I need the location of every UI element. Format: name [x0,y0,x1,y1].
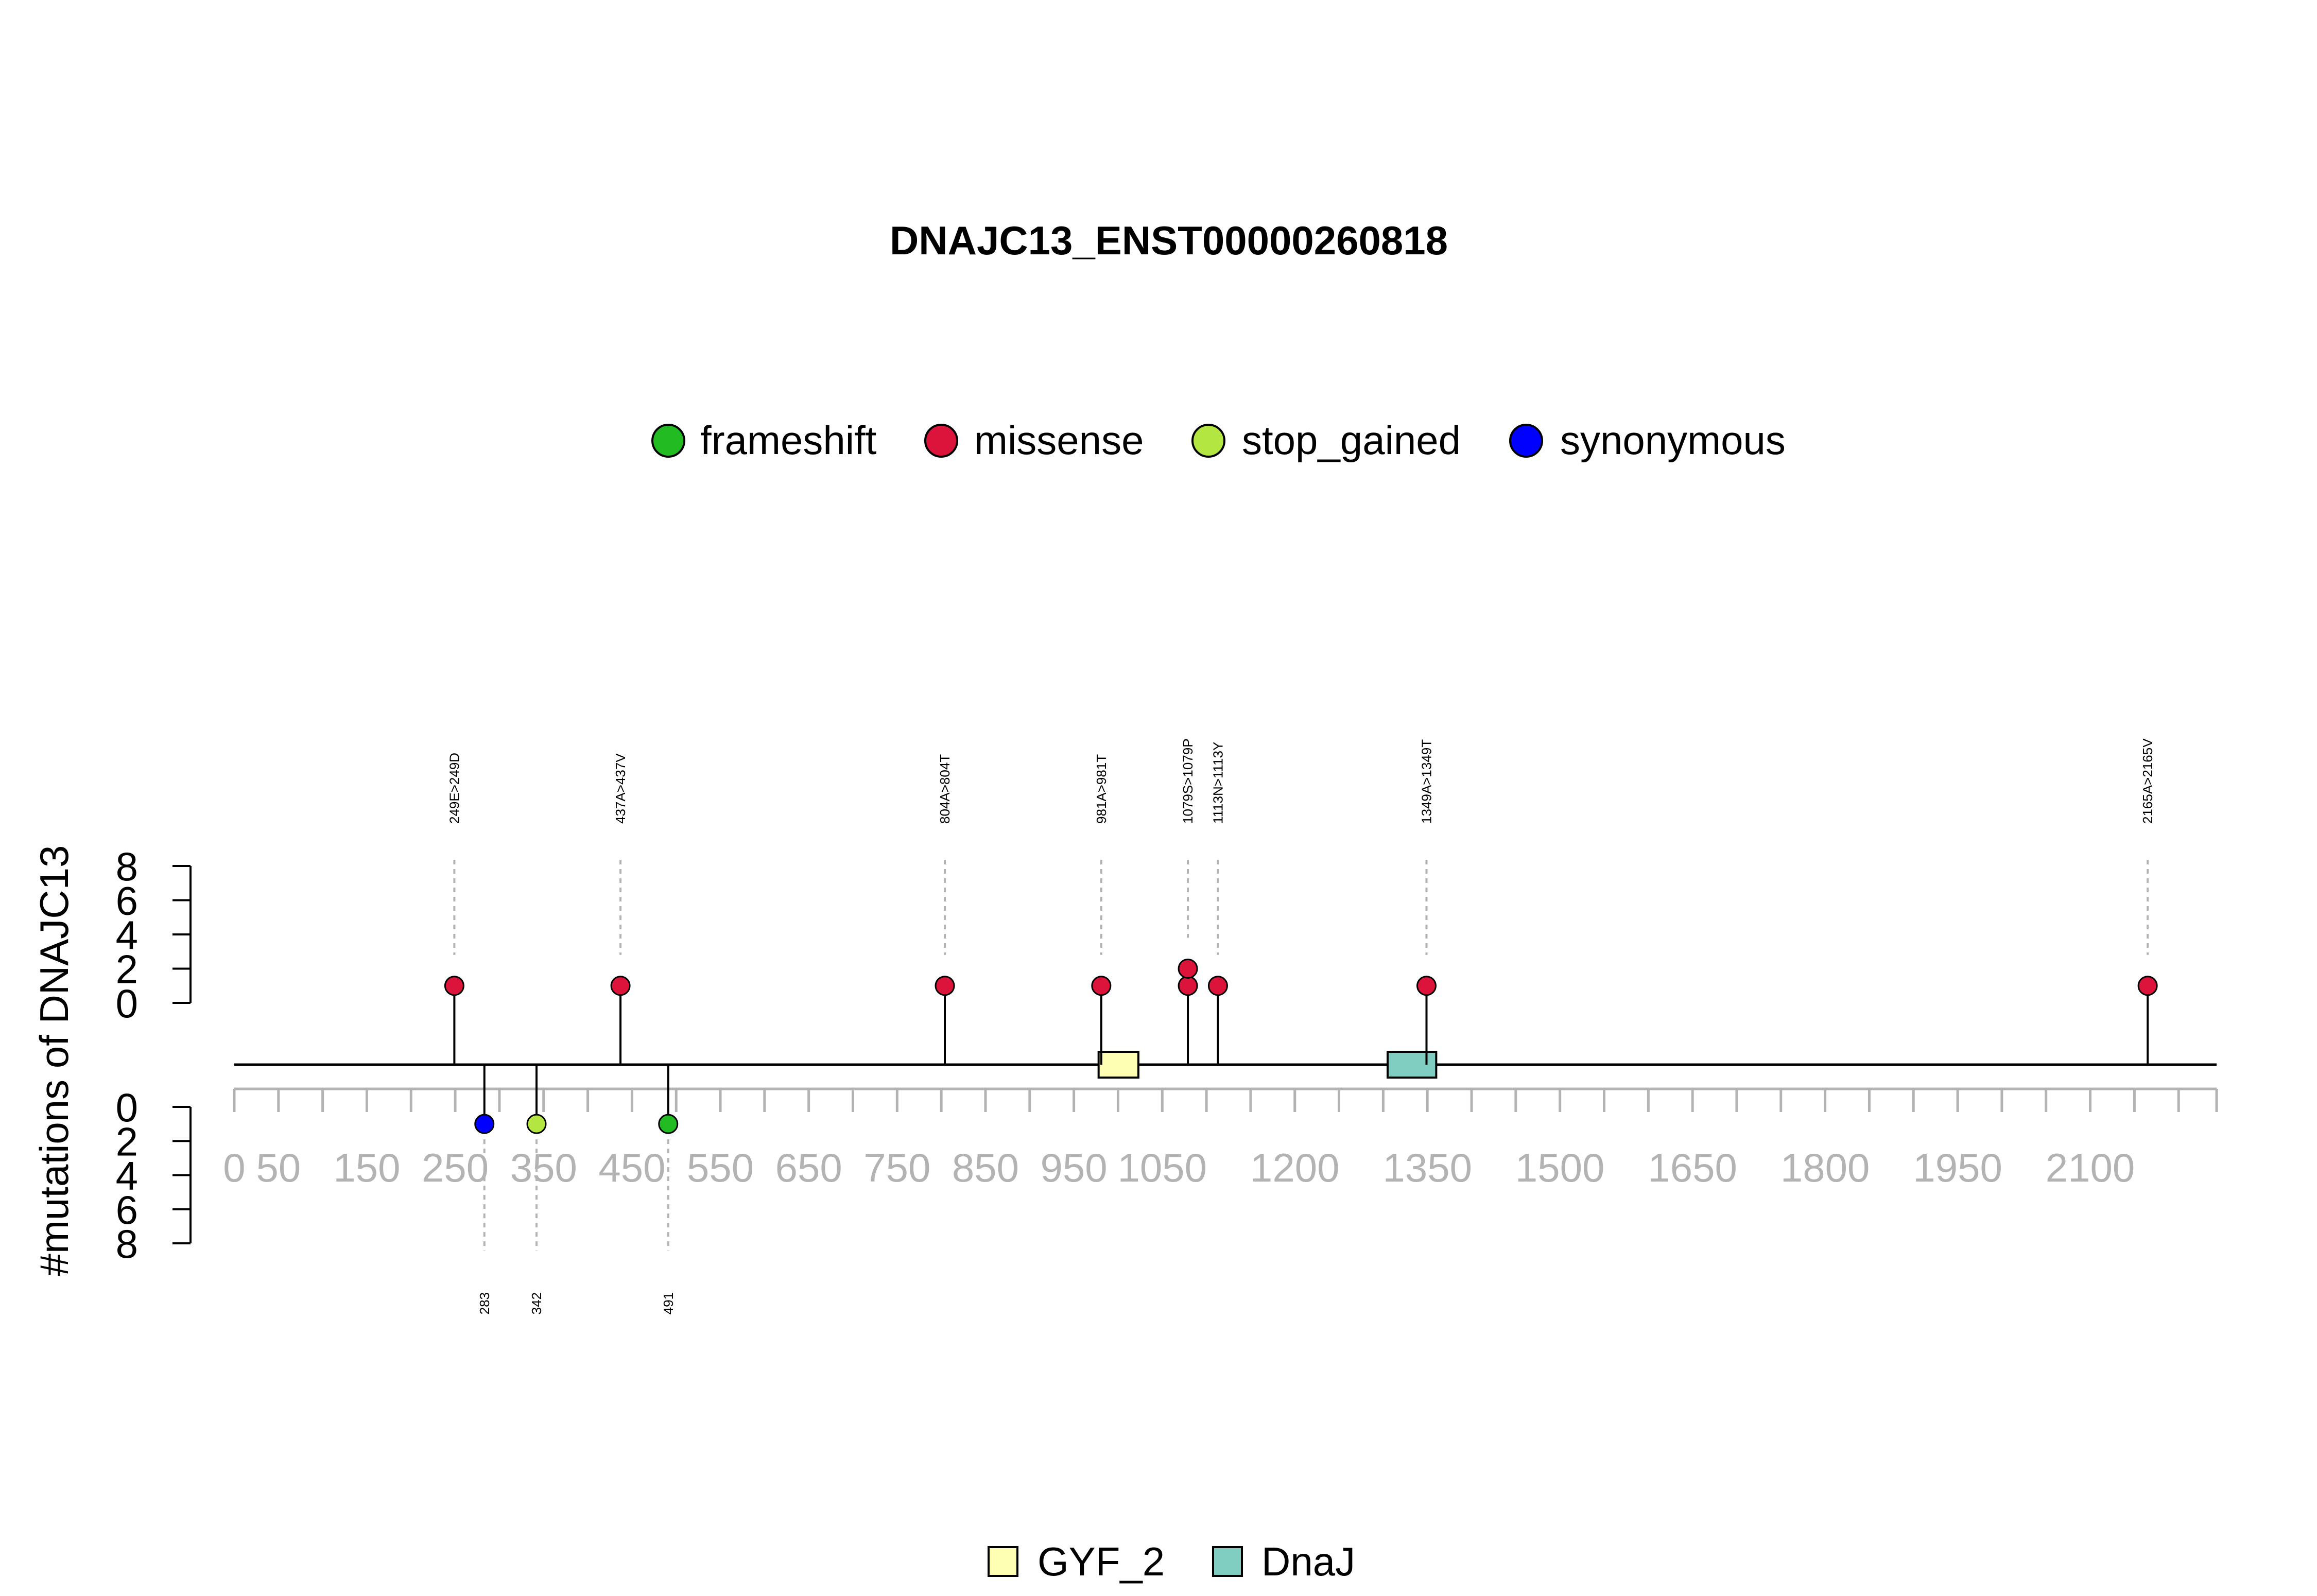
legend-item-missense: missense [924,418,1144,463]
y-tick-label-top-8: 8 [116,844,138,889]
mutation-label-491: 491 [661,1292,676,1314]
domain-legend-label-GYF_2: GYF_2 [1038,1539,1165,1584]
y-tick-label-bottom-6: 6 [116,1187,138,1233]
mutation-label-981: 981A>981T [1094,754,1109,824]
domain-DnaJ [1386,1051,1438,1079]
y-tick-label-top-2: 2 [116,947,138,992]
mutation-point-804 [935,976,955,996]
mutation-point-249 [444,976,464,996]
x-tick-label-1200: 1200 [1250,1145,1340,1190]
domain-legend: GYF_2 DnaJ [988,1539,1355,1584]
mutation-point-981 [1091,976,1112,996]
legend-label-frameshift: frameshift [700,418,877,463]
y-tick-label-top-6: 6 [116,878,138,924]
legend-item-frameshift: frameshift [651,418,877,463]
legend-item-stop_gained: stop_gained [1191,418,1461,463]
y-tick-label-bottom-8: 8 [116,1221,138,1267]
domain-legend-item-DnaJ: DnaJ [1212,1539,1355,1584]
x-tick-label-550: 550 [687,1145,754,1190]
x-tick-label-0: 0 [223,1145,245,1190]
mutation-label-2165: 2165A>2165V [2140,738,2155,824]
mutation-lollipops: 249E>249D 437A>437V 804A>804T 981A>981T 1079… [444,738,2158,1314]
legend-label-stop_gained: stop_gained [1242,418,1461,463]
mutation-label-249: 249E>249D [446,753,462,824]
mutation-label-1079: 1079S>1079P [1180,738,1196,824]
y-tick-label-top-0: 0 [116,981,138,1026]
x-tick-label-350: 350 [510,1145,577,1190]
x-tick-label-950: 950 [1041,1145,1108,1190]
mutation-label-283: 283 [477,1292,492,1314]
mutation-point-2165 [2137,976,2158,996]
y-tick-label-top-4: 4 [116,912,138,958]
domain-GYF_2 [1097,1051,1139,1079]
x-tick-label-150: 150 [333,1145,400,1190]
legend-item-synonymous: synonymous [1509,418,1786,463]
legend-marker-missense [924,424,958,458]
mutation-type-legend: frameshift missense stop_gained synonymous [651,418,1786,463]
legend-marker-frameshift [651,424,685,458]
x-tick-label-850: 850 [952,1145,1019,1190]
x-tick-label-50: 50 [256,1145,301,1190]
legend-label-synonymous: synonymous [1560,418,1786,463]
legend-label-missense: missense [974,418,1144,463]
mutation-point-1079 [1178,976,1198,996]
x-tick-label-1800: 1800 [1780,1145,1870,1190]
y-tick-label-bottom-2: 2 [116,1119,138,1164]
x-tick-label-1650: 1650 [1648,1145,1737,1190]
x-tick-label-1500: 1500 [1515,1145,1605,1190]
mutation-label-804: 804A>804T [937,754,953,824]
domain-legend-swatch-GYF_2 [988,1546,1018,1577]
mutation-label-1349: 1349A>1349T [1419,739,1434,824]
mutation-point-491 [658,1114,679,1134]
mutation-point-1349 [1416,976,1437,996]
mutation-label-1113: 1113N>1113Y [1210,742,1225,824]
x-tick-label-750: 750 [863,1145,930,1190]
x-tick-label-650: 650 [775,1145,842,1190]
domain-legend-swatch-DnaJ [1212,1546,1243,1577]
mutation-label-342: 342 [529,1292,544,1314]
chart-title: DNAJC13_ENST00000260818 [890,218,1448,263]
mutation-point-1113 [1207,976,1228,996]
domain-legend-item-GYF_2: GYF_2 [988,1539,1165,1584]
mutation-point-437 [610,976,631,996]
x-tick-label-250: 250 [422,1145,489,1190]
domain-legend-label-DnaJ: DnaJ [1261,1539,1355,1584]
y-tick-label-bottom-0: 0 [116,1085,138,1130]
legend-marker-synonymous [1509,424,1543,458]
mutation-point-1079 [1178,959,1198,979]
mutation-point-283 [474,1114,495,1134]
x-tick-label-1050: 1050 [1118,1145,1207,1190]
x-tick-label-2100: 2100 [2046,1145,2135,1190]
x-tick-label-1950: 1950 [1913,1145,2002,1190]
y-tick-label-bottom-4: 4 [116,1153,138,1199]
legend-marker-stop_gained [1191,424,1225,458]
mutation-point-342 [526,1114,547,1134]
mutation-label-437: 437A>437V [613,753,628,824]
x-tick-label-1350: 1350 [1382,1145,1472,1190]
x-tick-label-450: 450 [598,1145,665,1190]
y-axis-label: #mutations of DNAJC13 [31,845,77,1276]
